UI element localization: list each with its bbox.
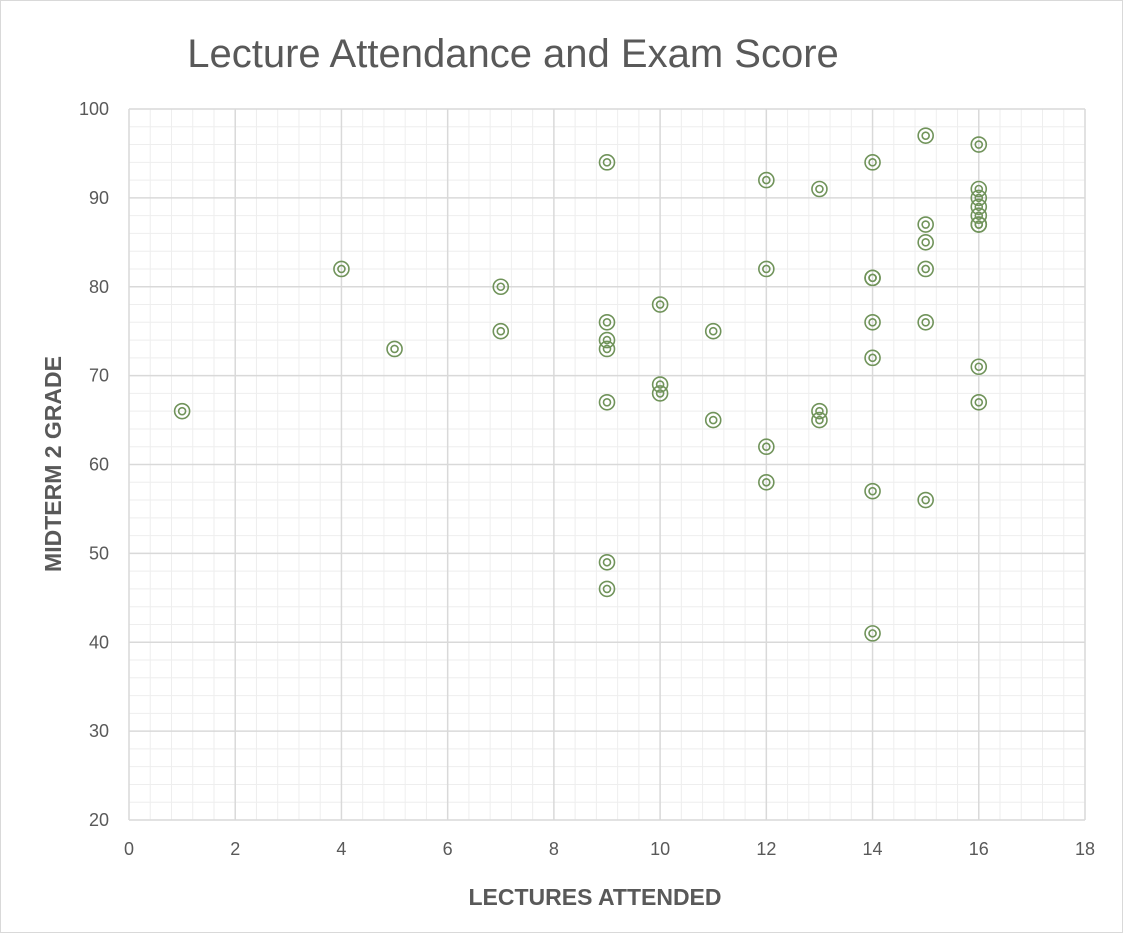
data-point [598, 553, 616, 571]
data-point [864, 349, 881, 367]
data-point [811, 411, 828, 429]
y-tick-label: 60 [89, 455, 109, 475]
y-tick-label: 40 [89, 632, 109, 652]
data-point [598, 580, 616, 598]
data-point [970, 358, 988, 376]
data-point [917, 313, 934, 331]
y-tick-label: 80 [89, 277, 109, 297]
x-tick-label: 16 [969, 839, 989, 859]
data-point [758, 260, 775, 278]
data-point [970, 198, 988, 216]
data-point [970, 207, 988, 224]
data-point [651, 376, 669, 393]
x-axis-title: LECTURES ATTENDED [469, 884, 722, 910]
data-point [386, 340, 403, 358]
data-point [917, 260, 934, 278]
data-point [598, 340, 616, 358]
data-point [492, 278, 510, 296]
data-point [811, 180, 828, 198]
data-point [758, 473, 775, 491]
y-tick-label: 30 [89, 721, 109, 741]
data-point [598, 154, 616, 171]
x-tick-label: 18 [1075, 839, 1095, 859]
data-point [173, 402, 191, 420]
data-point [970, 136, 988, 153]
y-axis-title: MIDTERM 2 GRADE [40, 356, 66, 572]
x-axis-tick-labels: 0 2 4 6 8 10 12 14 16 18 [124, 839, 1095, 859]
data-point [758, 438, 775, 456]
data-points [173, 127, 988, 642]
data-point [492, 322, 510, 340]
x-tick-label: 2 [230, 839, 240, 859]
data-point [917, 234, 934, 251]
data-point [598, 393, 616, 411]
data-point [864, 154, 881, 171]
x-tick-label: 10 [650, 839, 670, 859]
data-point [917, 491, 934, 509]
chart-title: Lecture Attendance and Exam Score [187, 32, 839, 76]
data-point [811, 402, 828, 420]
data-point [651, 296, 669, 313]
y-tick-label: 20 [89, 810, 109, 830]
x-tick-label: 14 [863, 839, 883, 859]
data-point [970, 189, 988, 207]
data-point [758, 171, 775, 189]
data-point [970, 216, 988, 233]
data-point [970, 180, 988, 198]
y-tick-label: 70 [89, 366, 109, 386]
data-point [970, 393, 988, 411]
x-tick-label: 8 [549, 839, 559, 859]
data-point [864, 269, 881, 287]
y-tick-label: 100 [79, 99, 109, 119]
y-axis-tick-labels: 20 30 40 50 60 70 80 90 100 [79, 99, 109, 830]
data-point [864, 482, 881, 500]
data-point [333, 260, 350, 278]
major-gridlines [128, 108, 1086, 821]
data-point [704, 411, 722, 429]
data-point [704, 322, 722, 340]
data-point [917, 216, 934, 233]
x-tick-label: 12 [756, 839, 776, 859]
y-tick-label: 50 [89, 543, 109, 563]
x-tick-label: 4 [336, 839, 346, 859]
data-point [864, 625, 881, 642]
y-tick-label: 90 [89, 188, 109, 208]
x-tick-label: 6 [443, 839, 453, 859]
data-point [598, 331, 616, 349]
data-point [651, 385, 669, 402]
x-tick-label: 0 [124, 839, 134, 859]
data-point [917, 127, 934, 144]
data-point [598, 313, 616, 331]
data-point [864, 313, 881, 331]
